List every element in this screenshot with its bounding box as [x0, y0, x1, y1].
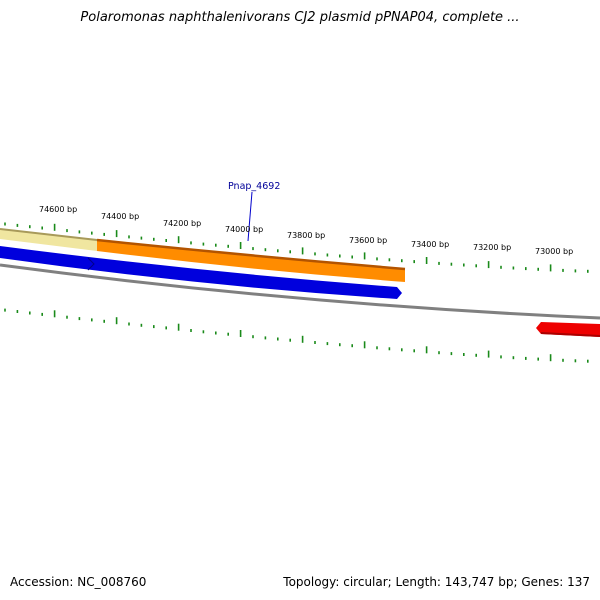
- tick-label: 74000 bp: [225, 225, 263, 234]
- tick-label: 74400 bp: [101, 212, 139, 221]
- feature-label-pnap-4692[interactable]: Pnap_4692: [228, 181, 280, 192]
- tick-label: 73400 bp: [411, 240, 449, 249]
- gene-arc-blue[interactable]: [0, 246, 402, 299]
- map-title: Polaromonas naphthalenivorans CJ2 plasmi…: [80, 10, 520, 25]
- tick-labels: 74600 bp 74400 bp 74200 bp 74000 bp 7380…: [39, 205, 573, 256]
- tick-label: 73200 bp: [473, 243, 511, 252]
- tick-label: 74600 bp: [39, 205, 77, 214]
- inner-tick-ruler: [4, 308, 589, 363]
- gene-arc-blue-notch: [87, 257, 95, 271]
- outer-tick-ruler: [4, 222, 589, 273]
- gene-arc-orange[interactable]: [97, 240, 405, 282]
- gene-arc-pale[interactable]: [0, 229, 97, 251]
- gene-arc-pale-edge: [0, 228, 98, 241]
- plasmid-backbone: [0, 263, 600, 320]
- tick-label: 74200 bp: [163, 219, 201, 228]
- accession-text: Accession: NC_008760: [10, 575, 147, 589]
- tick-label: 73600 bp: [349, 236, 387, 245]
- genome-summary-text: Topology: circular; Length: 143,747 bp; …: [283, 575, 590, 589]
- gene-arc-orange-edge: [96, 238, 406, 271]
- tick-label: 73000 bp: [535, 247, 573, 256]
- feature-callout-line: [247, 191, 253, 242]
- gene-arc-red-shade: [541, 332, 600, 337]
- tick-label: 73800 bp: [287, 231, 325, 240]
